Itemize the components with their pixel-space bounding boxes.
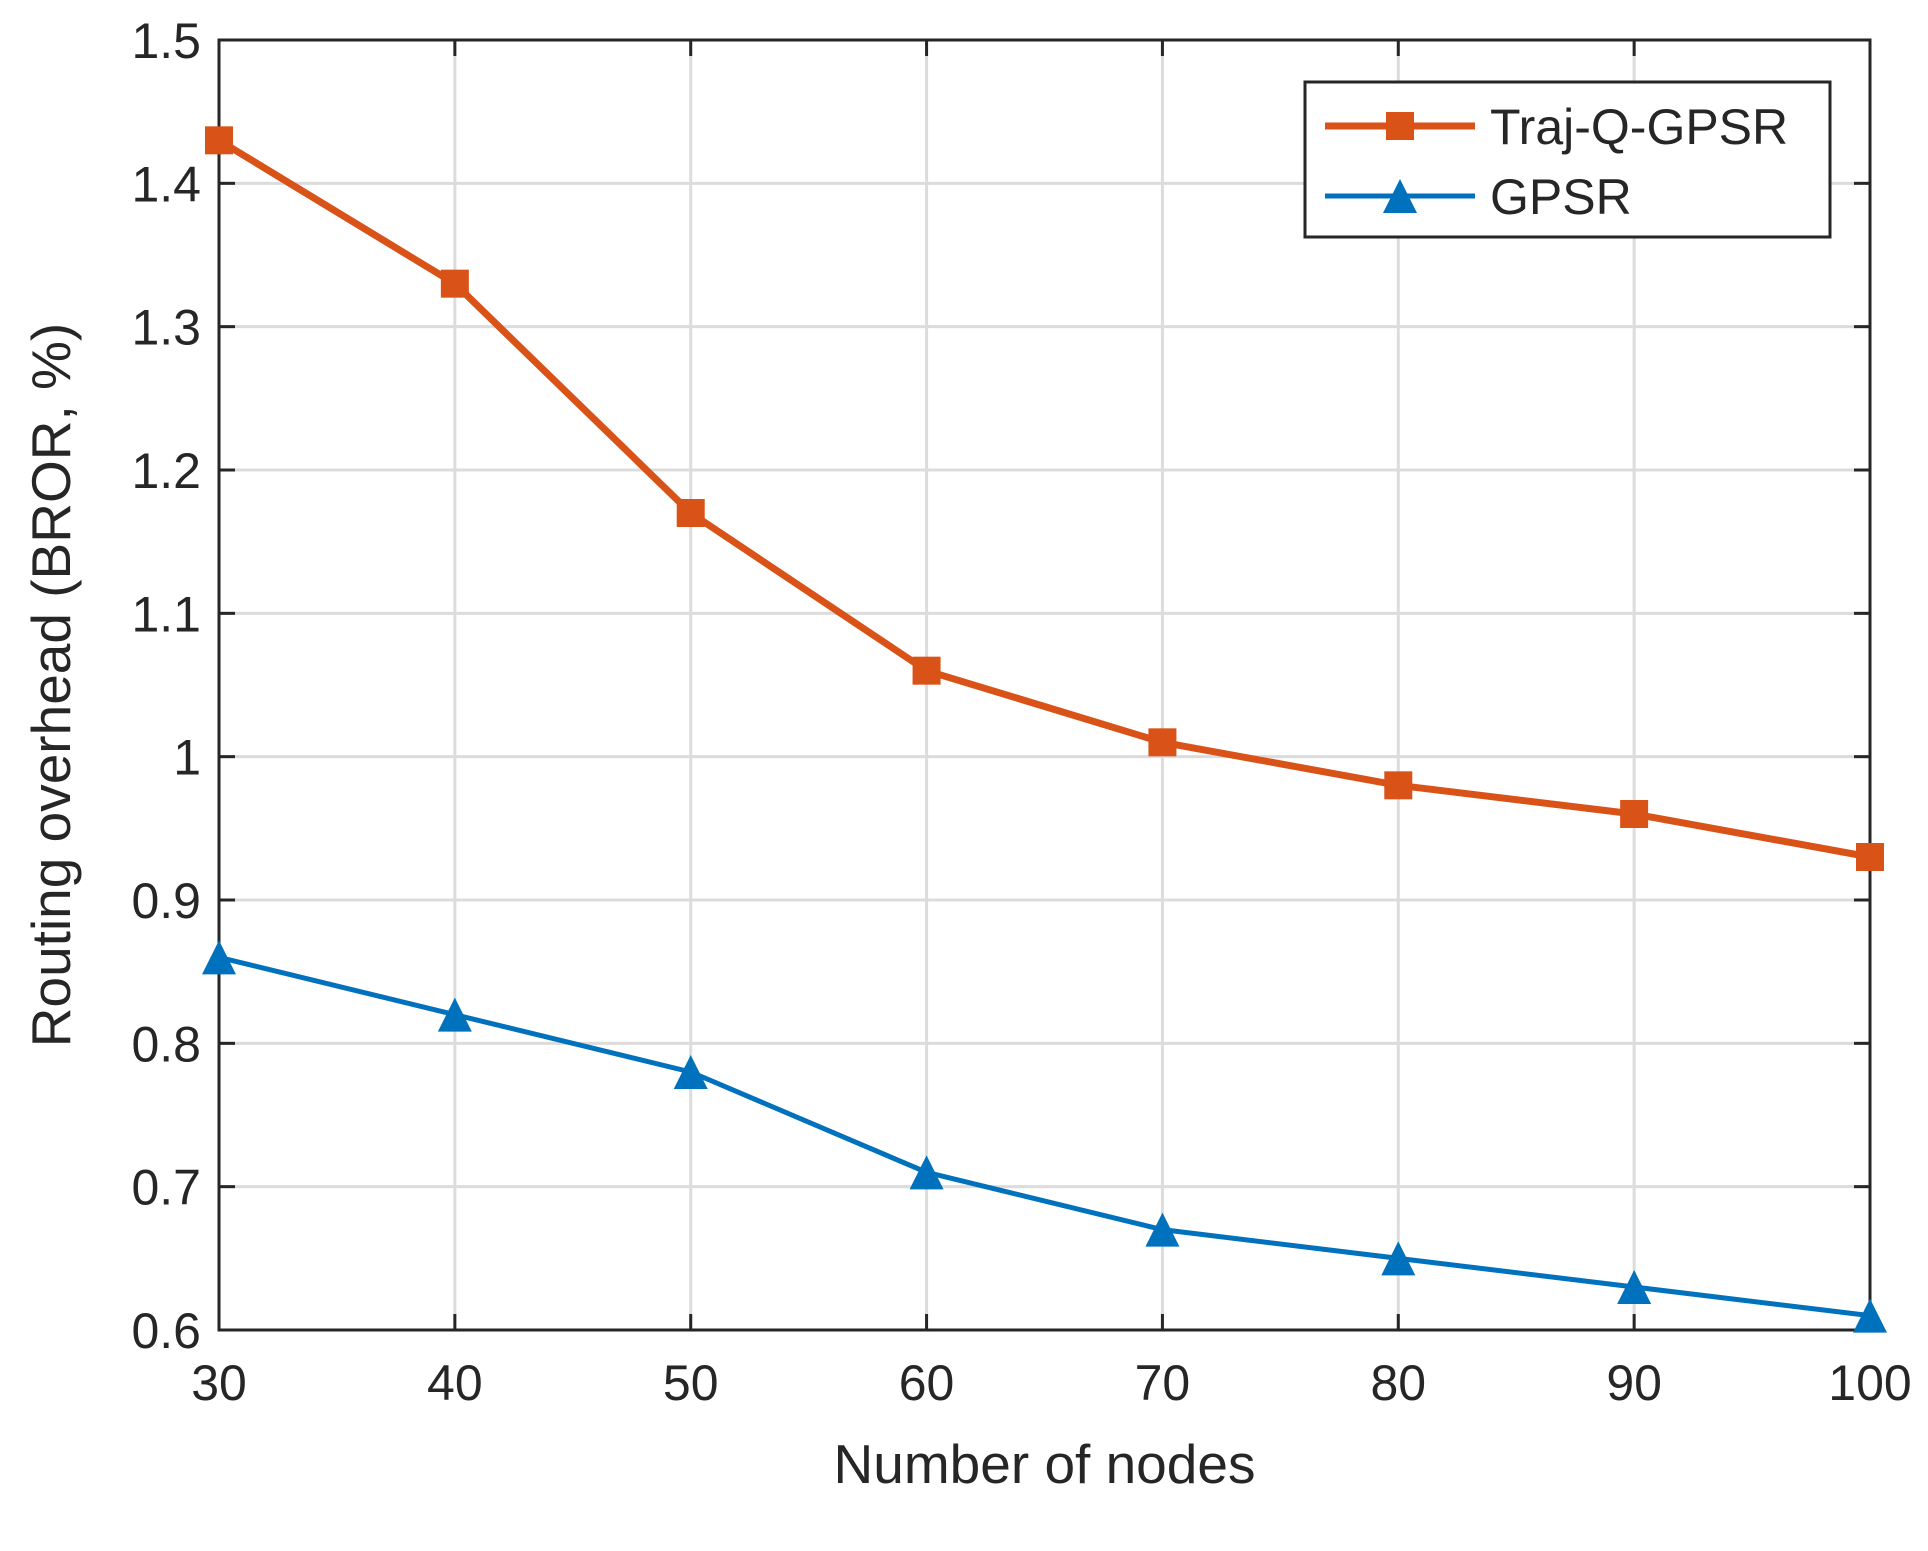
legend-marker-gpsr bbox=[1383, 179, 1417, 213]
data-point-traj-q-gpsr bbox=[1856, 843, 1884, 871]
data-point-gpsr bbox=[909, 1155, 944, 1190]
y-axis-label: Routing overhead (BROR, %) bbox=[20, 323, 82, 1047]
series-traj-q-gpsr bbox=[205, 126, 1884, 871]
x-tick-label: 70 bbox=[1135, 1355, 1191, 1411]
series bbox=[202, 126, 1887, 1333]
data-point-gpsr bbox=[1853, 1298, 1887, 1333]
series-gpsr bbox=[202, 940, 1887, 1333]
y-tick-label: 0.8 bbox=[131, 1016, 201, 1072]
legend-label-gpsr: GPSR bbox=[1490, 169, 1632, 225]
legend: Traj-Q-GPSR GPSR bbox=[1303, 80, 1832, 239]
data-point-traj-q-gpsr bbox=[1620, 800, 1649, 828]
y-tick-label: 1.2 bbox=[131, 443, 201, 499]
y-tick-label: 1.1 bbox=[131, 586, 201, 642]
x-tick-label: 60 bbox=[899, 1355, 955, 1411]
y-tick-label: 0.7 bbox=[131, 1160, 201, 1216]
series-line-traj-q-gpsr bbox=[217, 137, 1871, 861]
series-line-gpsr bbox=[218, 954, 1871, 1319]
x-tick-label: 80 bbox=[1370, 1355, 1426, 1411]
y-tick-label: 0.6 bbox=[131, 1303, 201, 1359]
data-point-traj-q-gpsr bbox=[1148, 728, 1177, 757]
data-point-gpsr bbox=[202, 940, 236, 975]
data-point-traj-q-gpsr bbox=[676, 499, 705, 527]
data-point-traj-q-gpsr bbox=[1384, 771, 1413, 800]
y-tick-label: 1.3 bbox=[131, 300, 201, 356]
legend-marker-traj-q-gpsr bbox=[1386, 112, 1414, 140]
x-axis-label: Number of nodes bbox=[834, 1433, 1256, 1495]
grid bbox=[219, 40, 1870, 1330]
y-tick-label: 1 bbox=[173, 730, 201, 786]
x-tick-label: 40 bbox=[427, 1355, 483, 1411]
data-point-gpsr bbox=[673, 1055, 708, 1089]
x-tick-label: 90 bbox=[1606, 1355, 1662, 1411]
data-point-gpsr bbox=[437, 997, 472, 1032]
x-tick-label: 50 bbox=[663, 1355, 719, 1411]
axis-ticks: 30 40 50 60 70 80 90 100 0.6 0.7 0.8 0.9 1 1.1 1.2 1.3 1… bbox=[131, 13, 1911, 1411]
y-tick-label: 1.5 bbox=[131, 13, 201, 69]
data-point-gpsr bbox=[1145, 1212, 1180, 1247]
data-point-traj-q-gpsr bbox=[205, 126, 233, 155]
x-tick-label: 30 bbox=[191, 1355, 247, 1411]
y-tick-label: 0.9 bbox=[131, 873, 201, 929]
data-point-gpsr bbox=[1617, 1270, 1652, 1304]
data-point-traj-q-gpsr bbox=[912, 656, 941, 685]
x-tick-label: 100 bbox=[1828, 1355, 1911, 1411]
data-point-gpsr bbox=[1381, 1241, 1416, 1276]
data-point-traj-q-gpsr bbox=[440, 269, 469, 298]
plot-area-frame bbox=[217, 38, 1872, 1332]
y-tick-label: 1.4 bbox=[131, 156, 201, 212]
legend-label-traj-q-gpsr: Traj-Q-GPSR bbox=[1490, 99, 1788, 155]
